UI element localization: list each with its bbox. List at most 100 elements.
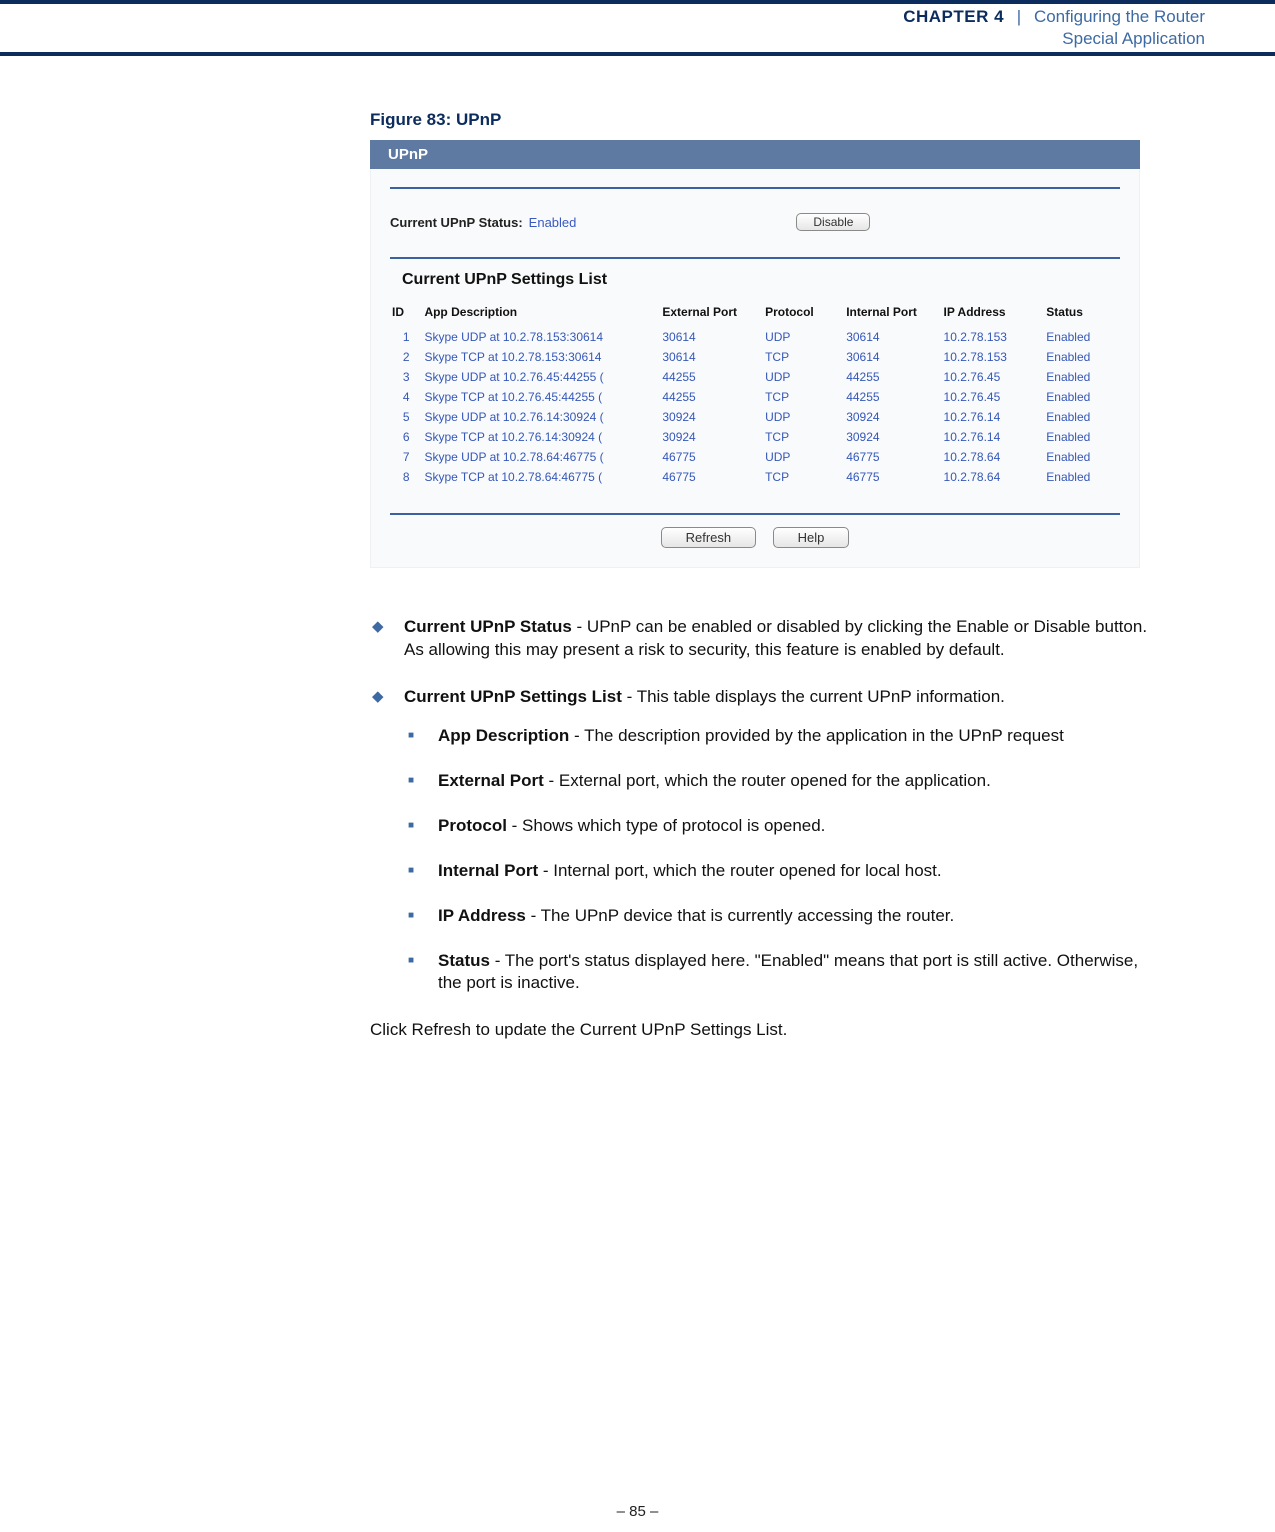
term-text: - Internal port, which the router opened… <box>538 861 942 880</box>
page: CHAPTER 4 | Configuring the Router Speci… <box>0 0 1275 1532</box>
sub-bullet: Protocol - Shows which type of protocol … <box>404 815 1160 838</box>
table-cell: Skype TCP at 10.2.76.14:30924 ( <box>422 427 660 447</box>
sub-bullet: Internal Port - Internal port, which the… <box>404 860 1160 883</box>
col-id: ID <box>390 301 422 327</box>
header-rule-bottom <box>0 52 1275 56</box>
description-block: Current UPnP Status - UPnP can be enable… <box>370 616 1160 1042</box>
table-cell: 44255 <box>844 367 941 387</box>
table-cell: TCP <box>763 347 844 367</box>
table-cell: TCP <box>763 467 844 487</box>
table-cell: UDP <box>763 447 844 467</box>
sub-bullet: IP Address - The UPnP device that is cur… <box>404 905 1160 928</box>
table-cell: Skype UDP at 10.2.78.64:46775 ( <box>422 447 660 467</box>
table-cell: 10.2.78.153 <box>942 327 1045 347</box>
table-cell: 30614 <box>844 327 941 347</box>
page-number: – 85 – <box>0 1503 1275 1520</box>
col-status: Status <box>1044 301 1120 327</box>
divider <box>390 187 1120 189</box>
col-int: Internal Port <box>844 301 941 327</box>
table-cell: Enabled <box>1044 387 1120 407</box>
col-ext: External Port <box>660 301 763 327</box>
table-cell: 30924 <box>660 427 763 447</box>
table-cell: TCP <box>763 387 844 407</box>
col-proto: Protocol <box>763 301 844 327</box>
upnp-table: ID App Description External Port Protoco… <box>390 301 1120 487</box>
term: External Port <box>438 771 544 790</box>
table-cell: UDP <box>763 407 844 427</box>
table-cell: UDP <box>763 327 844 347</box>
table-cell: 1 <box>390 327 422 347</box>
table-cell: Skype UDP at 10.2.76.45:44255 ( <box>422 367 660 387</box>
table-cell: 30924 <box>844 407 941 427</box>
content-area: Figure 83: UPnP UPnP Current UPnP Status… <box>370 110 1160 1059</box>
sub-bullet: External Port - External port, which the… <box>404 770 1160 793</box>
status-value: Enabled <box>529 215 577 230</box>
table-cell: Enabled <box>1044 367 1120 387</box>
term: Status <box>438 951 490 970</box>
figure-title: Figure 83: UPnP <box>370 110 1160 130</box>
sub-bullet: Status - The port's status displayed her… <box>404 950 1160 996</box>
table-cell: 6 <box>390 427 422 447</box>
table-row: 6Skype TCP at 10.2.76.14:30924 (30924TCP… <box>390 427 1120 447</box>
col-ip: IP Address <box>942 301 1045 327</box>
help-button[interactable]: Help <box>773 527 850 548</box>
table-row: 3Skype UDP at 10.2.76.45:44255 (44255UDP… <box>390 367 1120 387</box>
list-title: Current UPnP Settings List <box>402 271 1120 289</box>
table-cell: 10.2.76.45 <box>942 387 1045 407</box>
table-cell: 30614 <box>660 327 763 347</box>
table-cell: Enabled <box>1044 467 1120 487</box>
table-cell: Skype TCP at 10.2.76.45:44255 ( <box>422 387 660 407</box>
table-row: 8Skype TCP at 10.2.78.64:46775 (46775TCP… <box>390 467 1120 487</box>
term: App Description <box>438 726 569 745</box>
refresh-button[interactable]: Refresh <box>661 527 757 548</box>
page-header: CHAPTER 4 | Configuring the Router Speci… <box>903 7 1205 49</box>
table-cell: Skype TCP at 10.2.78.64:46775 ( <box>422 467 660 487</box>
term-text: - External port, which the router opened… <box>544 771 991 790</box>
table-cell: 7 <box>390 447 422 467</box>
disable-button[interactable]: Disable <box>796 213 870 231</box>
table-cell: 30614 <box>660 347 763 367</box>
status-row: Current UPnP Status: Enabled Disable <box>390 213 1120 231</box>
table-row: 2Skype TCP at 10.2.78.153:3061430614TCP3… <box>390 347 1120 367</box>
panel-title: UPnP <box>370 140 1140 169</box>
table-cell: UDP <box>763 367 844 387</box>
table-cell: 30924 <box>660 407 763 427</box>
table-cell: 10.2.78.64 <box>942 447 1045 467</box>
header-separator: | <box>1017 7 1021 26</box>
button-row: Refresh Help <box>390 527 1120 548</box>
table-cell: 46775 <box>660 467 763 487</box>
table-cell: 46775 <box>844 467 941 487</box>
term: IP Address <box>438 906 526 925</box>
term-text: - The description provided by the applic… <box>569 726 1064 745</box>
table-cell: 44255 <box>660 387 763 407</box>
table-cell: Enabled <box>1044 347 1120 367</box>
table-cell: 10.2.76.14 <box>942 407 1045 427</box>
table-cell: Skype UDP at 10.2.78.153:30614 <box>422 327 660 347</box>
bullet-status: Current UPnP Status - UPnP can be enable… <box>370 616 1160 662</box>
table-header-row: ID App Description External Port Protoco… <box>390 301 1120 327</box>
table-cell: Enabled <box>1044 327 1120 347</box>
chapter-title: Configuring the Router <box>1034 7 1205 26</box>
table-cell: TCP <box>763 427 844 447</box>
table-cell: 4 <box>390 387 422 407</box>
term: Current UPnP Settings List <box>404 687 622 706</box>
table-row: 4Skype TCP at 10.2.76.45:44255 (44255TCP… <box>390 387 1120 407</box>
term-text: - The UPnP device that is currently acce… <box>526 906 954 925</box>
table-cell: Enabled <box>1044 407 1120 427</box>
chapter-subtitle: Special Application <box>903 29 1205 49</box>
divider <box>390 257 1120 259</box>
table-cell: 10.2.78.153 <box>942 347 1045 367</box>
table-cell: 46775 <box>660 447 763 467</box>
table-cell: Enabled <box>1044 447 1120 467</box>
table-cell: Skype UDP at 10.2.76.14:30924 ( <box>422 407 660 427</box>
table-row: 7Skype UDP at 10.2.78.64:46775 (46775UDP… <box>390 447 1120 467</box>
term-text: - This table displays the current UPnP i… <box>622 687 1005 706</box>
table-cell: 10.2.76.45 <box>942 367 1045 387</box>
table-row: 5Skype UDP at 10.2.76.14:30924 (30924UDP… <box>390 407 1120 427</box>
term-text: - Shows which type of protocol is opened… <box>507 816 825 835</box>
table-cell: Enabled <box>1044 427 1120 447</box>
table-cell: Skype TCP at 10.2.78.153:30614 <box>422 347 660 367</box>
col-app: App Description <box>422 301 660 327</box>
status-label: Current UPnP Status: <box>390 215 523 230</box>
divider <box>390 513 1120 515</box>
